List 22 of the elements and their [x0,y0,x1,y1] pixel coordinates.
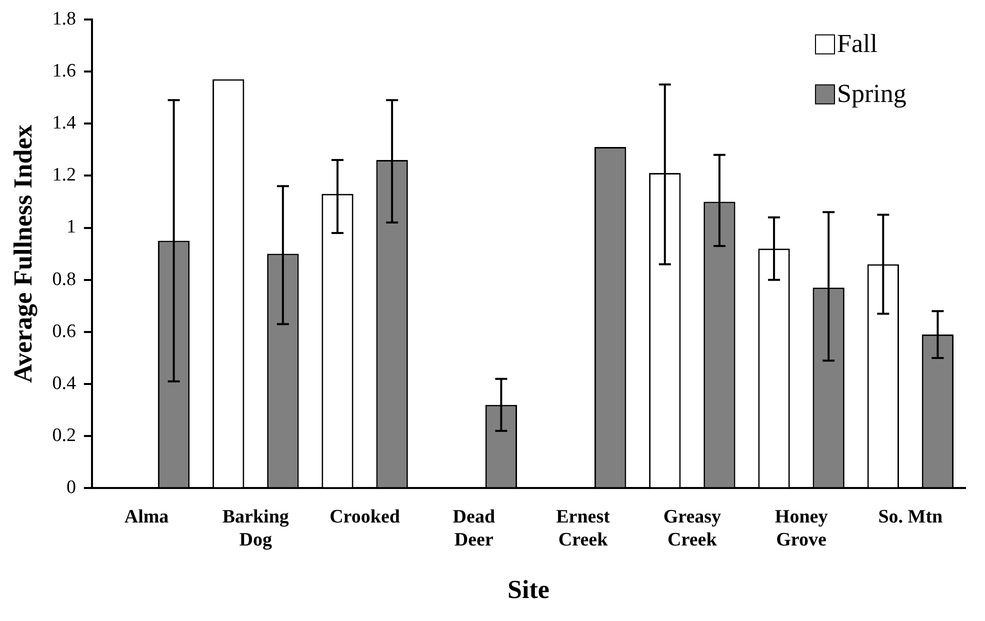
x-tick-label: So. Mtn [878,506,944,528]
y-tick-label: 1.2 [52,164,76,186]
y-tick-label: 0.2 [52,425,76,446]
x-axis-title: Site [508,575,550,604]
x-tick-label: Barking Dog [222,506,290,550]
y-tick-label: 1.4 [52,112,76,134]
y-tick-label: 1 [66,216,76,238]
x-tick-label: Alma [124,506,170,528]
y-tick-label: 0.8 [52,268,76,290]
y-tick-label: 0 [66,477,76,498]
x-tick-label: Honey Grove [774,506,828,550]
legend-label: Fall [837,29,878,58]
x-tick-label: Greasy Creek [663,506,722,550]
y-axis-title: Average Fullness Index [8,124,38,383]
y-tick-label: 1.6 [52,60,76,82]
legend-label: Spring [837,79,906,108]
y-tick-label: 0.6 [52,320,76,342]
x-tick-label: Crooked [330,506,400,528]
y-tick-label: 1.8 [52,8,76,30]
y-tick-label: 0.4 [52,373,76,394]
x-tick-label: Dead Deer [452,506,496,550]
x-tick-label: Ernest Creek [556,506,611,550]
